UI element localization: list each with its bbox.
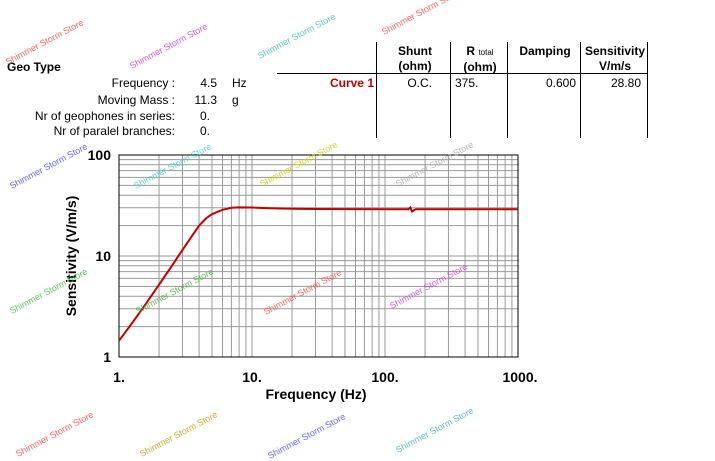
r-total-header: R total (ohm)	[463, 44, 497, 74]
plot-frame	[118, 154, 519, 358]
table-divider	[450, 42, 451, 138]
x-tick-label: 10.	[242, 369, 261, 385]
parallel-branches-label: Nr of paralel branches:	[53, 124, 175, 138]
y-tick-label: 1	[103, 349, 111, 365]
y-tick-label: 10	[95, 248, 111, 264]
shunt-value: O.C.	[407, 76, 432, 90]
damping-value: 0.600	[545, 76, 576, 90]
x-tick-label: 1000.	[502, 369, 537, 385]
shunt-header: Shunt (ohm)	[398, 44, 432, 73]
geophones-series-label: Nr of geophones in series:	[34, 109, 175, 123]
sensitivity-curve	[118, 205, 518, 342]
axis-ticks: 1. 10. 100. 1000. 1 10 100	[88, 147, 538, 385]
moving-mass-value: 11.3	[194, 93, 217, 107]
chart-grid	[118, 155, 518, 358]
parallel-branches-value: 0.	[199, 124, 210, 138]
y-tick-label: 100	[88, 147, 112, 163]
table-header-rule	[277, 73, 648, 74]
geophones-series-value: 0.	[199, 109, 210, 123]
x-axis-title: Frequency (Hz)	[265, 386, 366, 402]
table-divider	[647, 42, 648, 138]
damping-header: Damping	[519, 44, 571, 58]
table-divider	[580, 42, 581, 138]
geo-type-label: Geo Type	[7, 60, 61, 74]
frequency-value: 4.5	[200, 76, 217, 90]
x-tick-label: 100.	[371, 369, 398, 385]
curve-name: Curve 1	[329, 76, 374, 90]
table-divider	[376, 42, 377, 138]
moving-mass-unit: g	[232, 93, 239, 107]
frequency-label: Frequency :	[111, 76, 175, 90]
y-axis-title: Sensitivity (V/m/s)	[63, 196, 79, 317]
table-divider	[507, 42, 508, 138]
sensitivity-value: 28.80	[610, 76, 641, 90]
moving-mass-label: Moving Mass :	[97, 93, 175, 107]
x-tick-label: 1.	[113, 369, 125, 385]
sensitivity-header: Sensitivity V/m/s	[584, 44, 646, 73]
r-total-value: 375.	[455, 76, 479, 90]
frequency-unit: Hz	[232, 76, 247, 90]
